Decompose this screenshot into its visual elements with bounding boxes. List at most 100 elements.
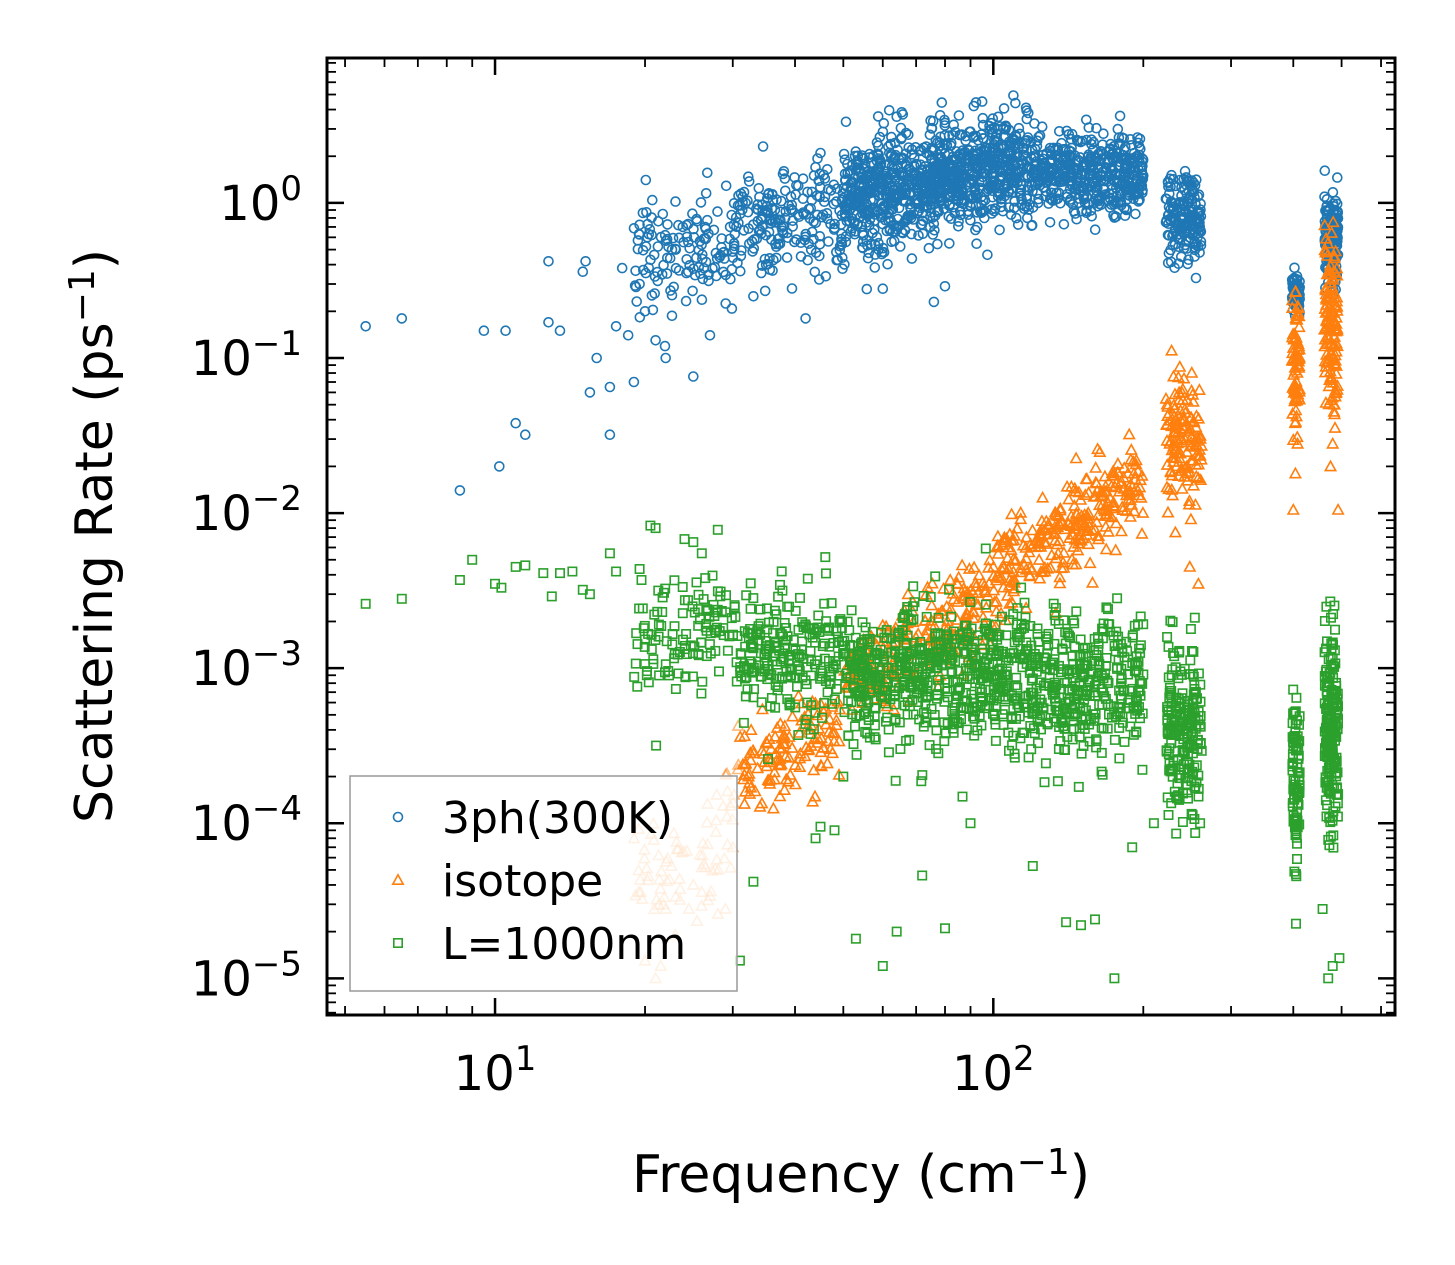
data-point	[1134, 194, 1145, 205]
data-point	[836, 252, 848, 264]
data-point	[818, 169, 830, 181]
data-point	[968, 100, 980, 112]
data-point	[1185, 383, 1199, 396]
data-point	[640, 174, 652, 186]
data-point	[1288, 285, 1302, 298]
data-point	[968, 131, 979, 142]
data-point	[886, 647, 897, 658]
data-point	[782, 750, 796, 763]
data-point	[995, 571, 1009, 584]
data-point	[776, 222, 788, 233]
data-point	[743, 787, 757, 799]
data-point	[779, 185, 791, 197]
data-point	[740, 197, 751, 209]
data-point	[944, 584, 955, 595]
data-point	[837, 192, 849, 204]
data-point	[957, 791, 968, 802]
data-point	[1288, 327, 1302, 340]
data-point	[1064, 509, 1078, 522]
data-point	[703, 275, 714, 287]
data-point	[773, 740, 787, 753]
data-point	[901, 663, 912, 674]
data-point	[1322, 266, 1336, 279]
data-point	[1193, 432, 1207, 444]
data-point	[1072, 510, 1086, 523]
data-point	[1289, 415, 1303, 427]
data-point	[767, 765, 781, 778]
data-point	[696, 688, 707, 699]
data-point	[659, 340, 671, 352]
data-point	[1114, 753, 1125, 764]
data-point	[1324, 304, 1338, 317]
data-point	[897, 648, 908, 659]
data-point	[901, 735, 912, 746]
data-point	[718, 630, 729, 641]
data-point	[663, 670, 674, 681]
data-point	[1114, 685, 1125, 696]
data-point	[1008, 202, 1020, 214]
data-point	[1288, 394, 1302, 407]
data-point	[634, 229, 645, 240]
data-point	[943, 573, 957, 586]
data-point	[1317, 903, 1328, 914]
data-point	[1095, 146, 1107, 157]
data-point	[863, 672, 874, 683]
data-point	[997, 533, 1011, 546]
data-point	[1089, 224, 1101, 235]
data-point	[1108, 210, 1119, 221]
data-point	[648, 249, 660, 261]
data-point	[1319, 231, 1333, 244]
data-point	[777, 731, 791, 744]
data-point	[1037, 161, 1049, 172]
data-point	[584, 589, 595, 600]
data-point	[1081, 506, 1095, 518]
data-point	[1286, 502, 1300, 515]
data-point	[1326, 352, 1340, 365]
data-point	[900, 214, 911, 226]
data-point	[1111, 190, 1123, 202]
data-point	[756, 260, 768, 272]
data-point	[744, 753, 758, 766]
data-point	[1106, 498, 1121, 511]
data-point	[713, 666, 724, 677]
data-point	[863, 207, 875, 218]
data-point	[728, 238, 740, 249]
data-point	[994, 189, 1006, 201]
data-point	[914, 202, 926, 214]
data-point	[670, 262, 682, 274]
data-point	[790, 702, 801, 713]
data-point	[1061, 917, 1072, 928]
data-point	[925, 576, 939, 589]
data-point	[932, 238, 943, 250]
data-point	[1328, 421, 1342, 433]
data-point	[971, 207, 983, 218]
data-point	[643, 628, 654, 639]
data-point	[703, 269, 714, 281]
data-point	[779, 173, 791, 184]
data-point	[1082, 486, 1096, 498]
data-point	[1332, 172, 1343, 183]
data-point	[673, 265, 685, 276]
data-point	[916, 218, 928, 230]
data-point	[1039, 537, 1053, 549]
data-point	[1023, 569, 1037, 582]
data-point	[760, 230, 772, 241]
data-point	[1070, 709, 1081, 720]
data-point	[896, 107, 908, 118]
data-point	[1100, 163, 1112, 174]
data-point	[829, 718, 843, 731]
data-point	[826, 598, 837, 609]
data-point	[877, 283, 889, 295]
data-point	[673, 232, 685, 244]
data-point	[1065, 133, 1077, 145]
data-point	[933, 206, 945, 218]
data-point	[1120, 162, 1132, 173]
data-point	[740, 691, 751, 702]
data-point	[939, 736, 950, 747]
data-point	[1116, 470, 1131, 483]
data-point	[930, 571, 941, 582]
data-point	[956, 196, 968, 208]
data-point	[896, 152, 908, 163]
data-point	[940, 674, 951, 685]
data-point	[778, 737, 792, 750]
